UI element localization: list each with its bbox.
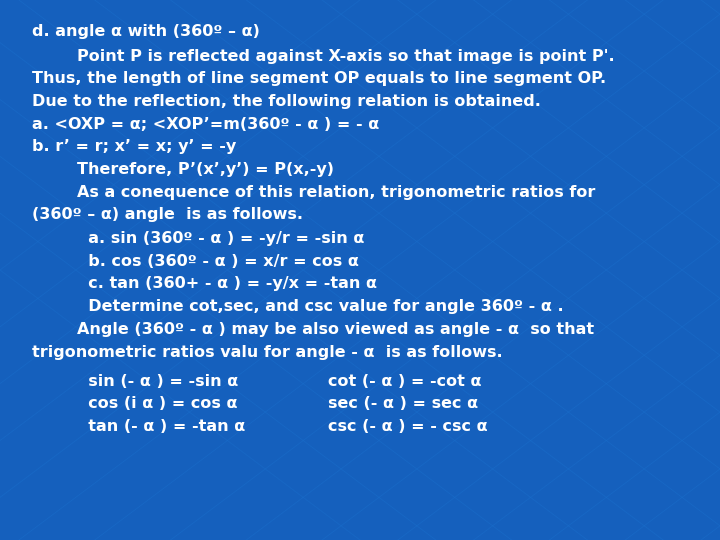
Text: (360º – α) angle  is as follows.: (360º – α) angle is as follows. [32, 207, 303, 222]
Text: trigonometric ratios valu for angle - α  is as follows.: trigonometric ratios valu for angle - α … [32, 345, 503, 360]
Text: tan (- α ) = -tan α: tan (- α ) = -tan α [32, 419, 246, 434]
Text: csc (- α ) = - csc α: csc (- α ) = - csc α [328, 419, 487, 434]
Text: cot (- α ) = -cot α: cot (- α ) = -cot α [328, 374, 481, 389]
Text: As a conequence of this relation, trigonometric ratios for: As a conequence of this relation, trigon… [32, 185, 595, 200]
Text: cos (i α ) = cos α: cos (i α ) = cos α [32, 396, 238, 411]
Text: c. tan (360+ - α ) = -y/x = -tan α: c. tan (360+ - α ) = -y/x = -tan α [32, 276, 377, 292]
Text: b. r’ = r; x’ = x; y’ = -y: b. r’ = r; x’ = x; y’ = -y [32, 139, 237, 154]
Text: Due to the reflection, the following relation is obtained.: Due to the reflection, the following rel… [32, 94, 541, 109]
Text: sec (- α ) = sec α: sec (- α ) = sec α [328, 396, 478, 411]
Text: sin (- α ) = -sin α: sin (- α ) = -sin α [32, 374, 238, 389]
Text: a. sin (360º - α ) = -y/r = -sin α: a. sin (360º - α ) = -y/r = -sin α [32, 231, 365, 246]
Text: Therefore, P’(x’,y’) = P(x,-y): Therefore, P’(x’,y’) = P(x,-y) [32, 162, 334, 177]
Text: Point P is reflected against X-axis so that image is point P'.: Point P is reflected against X-axis so t… [32, 49, 615, 64]
Text: Thus, the length of line segment OP equals to line segment OP.: Thus, the length of line segment OP equa… [32, 71, 606, 86]
Text: Angle (360º - α ) may be also viewed as angle - α  so that: Angle (360º - α ) may be also viewed as … [32, 322, 595, 337]
Text: Determine cot,sec, and csc value for angle 360º - α .: Determine cot,sec, and csc value for ang… [32, 299, 564, 314]
Text: a. <OXP = α; <XOP’=m(360º - α ) = - α: a. <OXP = α; <XOP’=m(360º - α ) = - α [32, 117, 379, 132]
Text: b. cos (360º - α ) = x/r = cos α: b. cos (360º - α ) = x/r = cos α [32, 254, 359, 269]
Text: d. angle α with (360º – α): d. angle α with (360º – α) [32, 24, 260, 39]
